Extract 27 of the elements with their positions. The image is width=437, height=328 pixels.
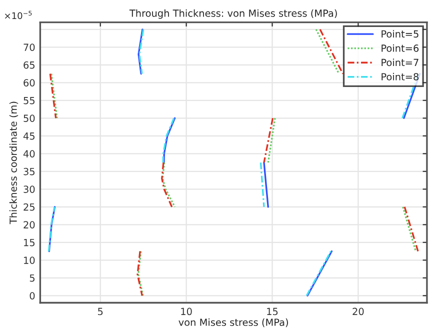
y-tick-label: 15	[24, 239, 34, 246]
y-tick-label: 25	[24, 203, 34, 211]
text: ×10$^{−5}$	[5, 10, 32, 20]
x-tick-label: 20	[352, 308, 364, 316]
y-tick-label: 60	[24, 79, 35, 86]
legend-label: Point=6	[382, 44, 419, 52]
x-tick-label: 10	[181, 308, 192, 316]
chart-title: Through Thickness: von Mises stress (MPa)	[129, 9, 337, 19]
legend-label: Point=8	[382, 72, 419, 80]
y-tick-label: 70	[24, 44, 35, 51]
y-tick-label: 20	[24, 221, 35, 228]
y-tick-label: 40	[23, 150, 35, 158]
y-tick-label: 10	[24, 256, 35, 264]
y-tick-label: 30	[24, 186, 35, 193]
x-tick-label: 5	[98, 308, 103, 316]
y-tick-label: 65	[24, 61, 34, 69]
x-axis-title: von Mises stress (MPa)	[178, 318, 288, 328]
y-axis-title: Thickness coordinate (m)	[9, 102, 18, 224]
y-tick-label: 0	[30, 292, 35, 300]
y-tick-label: 5	[30, 274, 34, 282]
y-tick-label: 50	[24, 114, 35, 122]
y-tick-label: 55	[24, 97, 34, 104]
x-tick-label: 15	[267, 308, 278, 316]
legend-label: Point=7	[382, 58, 418, 66]
y-tick-label: 45	[23, 132, 34, 140]
y-tick-label: 35	[24, 168, 34, 176]
legend-label: Point=5	[382, 30, 418, 38]
